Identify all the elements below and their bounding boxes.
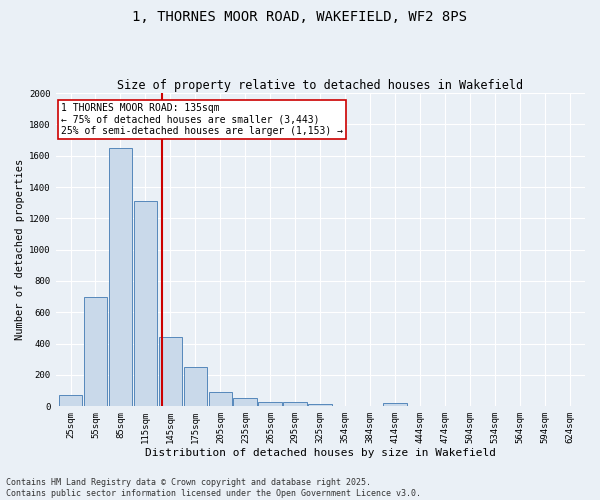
Bar [59,396,82,406]
Bar [134,201,157,406]
Bar [383,403,407,406]
Bar [109,148,133,406]
Bar [308,404,332,406]
Text: 1 THORNES MOOR ROAD: 135sqm
← 75% of detached houses are smaller (3,443)
25% of : 1 THORNES MOOR ROAD: 135sqm ← 75% of det… [61,102,343,136]
Text: Contains HM Land Registry data © Crown copyright and database right 2025.
Contai: Contains HM Land Registry data © Crown c… [6,478,421,498]
Bar [283,402,307,406]
X-axis label: Distribution of detached houses by size in Wakefield: Distribution of detached houses by size … [145,448,496,458]
Text: 1, THORNES MOOR ROAD, WAKEFIELD, WF2 8PS: 1, THORNES MOOR ROAD, WAKEFIELD, WF2 8PS [133,10,467,24]
Bar [209,392,232,406]
Bar [233,398,257,406]
Bar [158,338,182,406]
Title: Size of property relative to detached houses in Wakefield: Size of property relative to detached ho… [117,79,523,92]
Bar [184,367,207,406]
Bar [83,296,107,406]
Y-axis label: Number of detached properties: Number of detached properties [15,159,25,340]
Bar [259,402,282,406]
